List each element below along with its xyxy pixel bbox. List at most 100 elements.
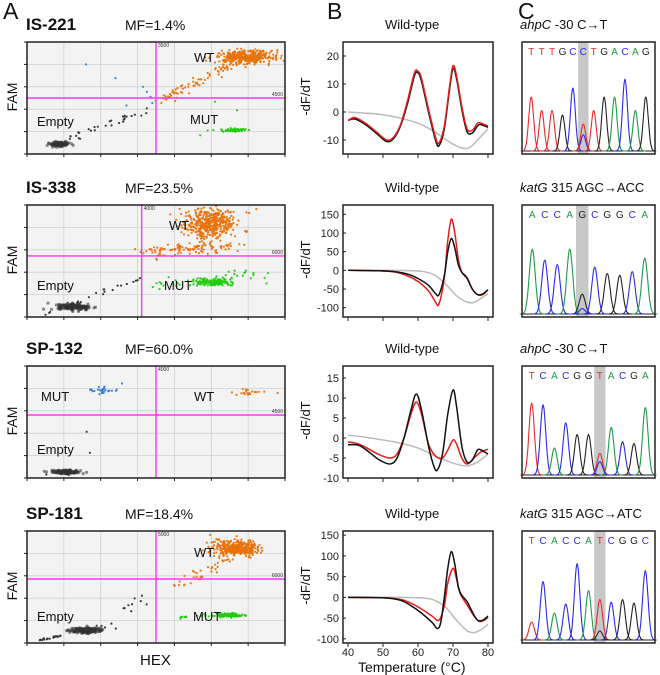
- mutation-label: -30 C→T: [554, 17, 608, 32]
- droplet-point: [218, 614, 221, 617]
- droplet-point: [212, 278, 215, 281]
- droplet-point: [84, 305, 88, 309]
- secondary-peak: [572, 123, 594, 152]
- hex-threshold-label: 4000: [144, 206, 155, 212]
- droplet-point: [60, 303, 64, 307]
- fam-threshold-label: 6000: [272, 573, 283, 579]
- melt-curve-plot: 15 10 5 0 -5 -10: [323, 365, 494, 485]
- y-tick-label: 50: [327, 247, 339, 259]
- droplet-point: [254, 55, 257, 58]
- droplet-point: [248, 554, 251, 557]
- panel-letter-a: A: [3, 0, 19, 24]
- chromatogram-title: katG 315 AGC→ATC: [520, 506, 642, 521]
- droplet-point: [87, 128, 90, 131]
- sample-id: IS-221: [26, 15, 77, 34]
- droplet-point: [218, 556, 221, 560]
- droplet-point: [142, 85, 145, 88]
- droplet-point: [222, 130, 225, 133]
- droplet-point: [230, 54, 233, 57]
- droplet-point: [50, 470, 54, 474]
- dfdt-axis-label: -dF/dT: [298, 77, 313, 116]
- droplet-point: [259, 59, 262, 62]
- droplet-point: [215, 220, 218, 223]
- droplet-point: [116, 284, 119, 287]
- droplet-point: [215, 537, 218, 540]
- base-call: G: [630, 371, 638, 382]
- droplet-point: [246, 388, 249, 392]
- droplet-point: [158, 287, 161, 291]
- melt-curve-title: Wild-type: [385, 506, 440, 521]
- droplet-point: [122, 607, 125, 610]
- droplet-point: [245, 211, 248, 214]
- trace-peak-C: [614, 78, 636, 152]
- droplet-point: [241, 274, 244, 277]
- droplet-point: [218, 55, 221, 58]
- droplet-point: [222, 553, 225, 556]
- droplet-point: [171, 91, 174, 94]
- droplet-point: [185, 211, 188, 214]
- droplet-point: [196, 614, 199, 618]
- droplet-point: [215, 226, 218, 229]
- base-call: T: [529, 536, 535, 547]
- droplet-point: [85, 470, 89, 474]
- droplet-point: [228, 216, 231, 219]
- droplet-point: [77, 131, 80, 134]
- droplet-point: [227, 270, 230, 273]
- droplet-point: [145, 90, 148, 93]
- droplet-point: [254, 60, 257, 63]
- droplet-point: [205, 236, 208, 239]
- droplet-point: [198, 213, 201, 216]
- droplet-scatter-plot: 5000 6000: [24, 530, 286, 646]
- droplet-point: [181, 87, 184, 90]
- droplet-point: [210, 219, 213, 222]
- droplet-point: [254, 550, 257, 553]
- droplet-point: [231, 548, 235, 552]
- droplet-scatter-plot: 4000 6000: [24, 204, 286, 320]
- cluster-label-empty: Empty: [37, 442, 74, 457]
- droplet-point: [232, 612, 235, 615]
- cluster-label-mut: MUT: [190, 112, 219, 127]
- droplet-point: [210, 213, 213, 216]
- droplet-point: [225, 551, 228, 555]
- droplet-point: [170, 94, 173, 97]
- droplet-point: [201, 221, 204, 224]
- droplet-point: [215, 215, 218, 219]
- droplet-point: [56, 635, 59, 638]
- base-call: G: [600, 47, 608, 58]
- base-call: A: [611, 47, 618, 58]
- y-tick-label: 50: [327, 572, 339, 584]
- base-call: T: [529, 371, 535, 382]
- y-tick-label: 10: [327, 393, 339, 405]
- droplet-point: [211, 231, 214, 234]
- droplet-point: [248, 56, 251, 59]
- droplet-point: [248, 211, 251, 214]
- droplet-point: [229, 127, 232, 130]
- droplet-point: [85, 307, 89, 312]
- droplet-point: [260, 50, 263, 53]
- droplet-point: [210, 216, 213, 219]
- droplet-point: [178, 207, 181, 210]
- droplet-point: [223, 221, 226, 224]
- droplet-point: [217, 73, 220, 76]
- droplet-point: [244, 53, 247, 56]
- trace-peak-C: [532, 259, 558, 315]
- droplet-point: [244, 66, 247, 69]
- y-tick-label: 0: [333, 265, 339, 277]
- mutation-frequency: MF=60.0%: [125, 341, 194, 357]
- droplet-point: [118, 121, 121, 125]
- droplet-point: [200, 614, 203, 617]
- base-call: C: [541, 210, 548, 221]
- droplet-point: [221, 280, 224, 283]
- droplet-point: [74, 304, 77, 307]
- x-tick-label: 60: [412, 647, 424, 659]
- droplet-point: [226, 612, 229, 615]
- droplet-point: [179, 245, 182, 248]
- droplet-point: [194, 81, 197, 84]
- droplet-point: [219, 544, 222, 548]
- droplet-point: [139, 600, 142, 603]
- trace-peak-G: [593, 96, 615, 152]
- droplet-point: [235, 393, 238, 396]
- droplet-point: [196, 245, 199, 248]
- base-call: C: [562, 371, 569, 382]
